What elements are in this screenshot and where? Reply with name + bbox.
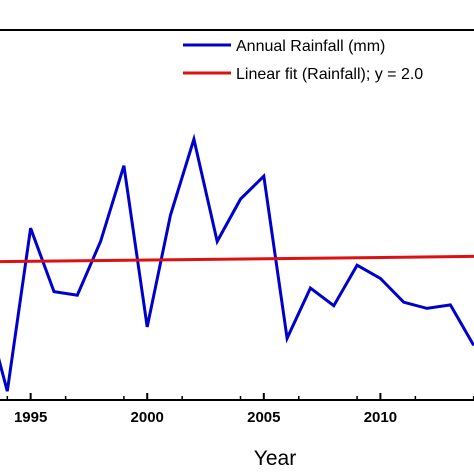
axes-layer: 1995 2000 2005 2010 xyxy=(6,393,474,426)
series-line-1 xyxy=(0,254,474,264)
x-tick-label-2005: 2005 xyxy=(247,409,280,426)
x-tick-label-2010: 2010 xyxy=(364,409,397,426)
legend-label-0: Annual Rainfall (mm) xyxy=(236,38,385,55)
plot-frame xyxy=(0,29,474,401)
x-tick-label-2000: 2000 xyxy=(131,409,164,426)
legend: Annual Rainfall (mm) Linear fit (Rainfall… xyxy=(183,38,423,83)
x-axis-title: Year xyxy=(254,447,296,470)
x-tick-label-1995: 1995 xyxy=(14,409,47,426)
plot-area xyxy=(0,29,474,401)
series-line-0 xyxy=(0,133,474,392)
series-layer xyxy=(0,133,474,392)
legend-label-1: Linear fit (Rainfall); y = 2.0 xyxy=(236,66,423,83)
